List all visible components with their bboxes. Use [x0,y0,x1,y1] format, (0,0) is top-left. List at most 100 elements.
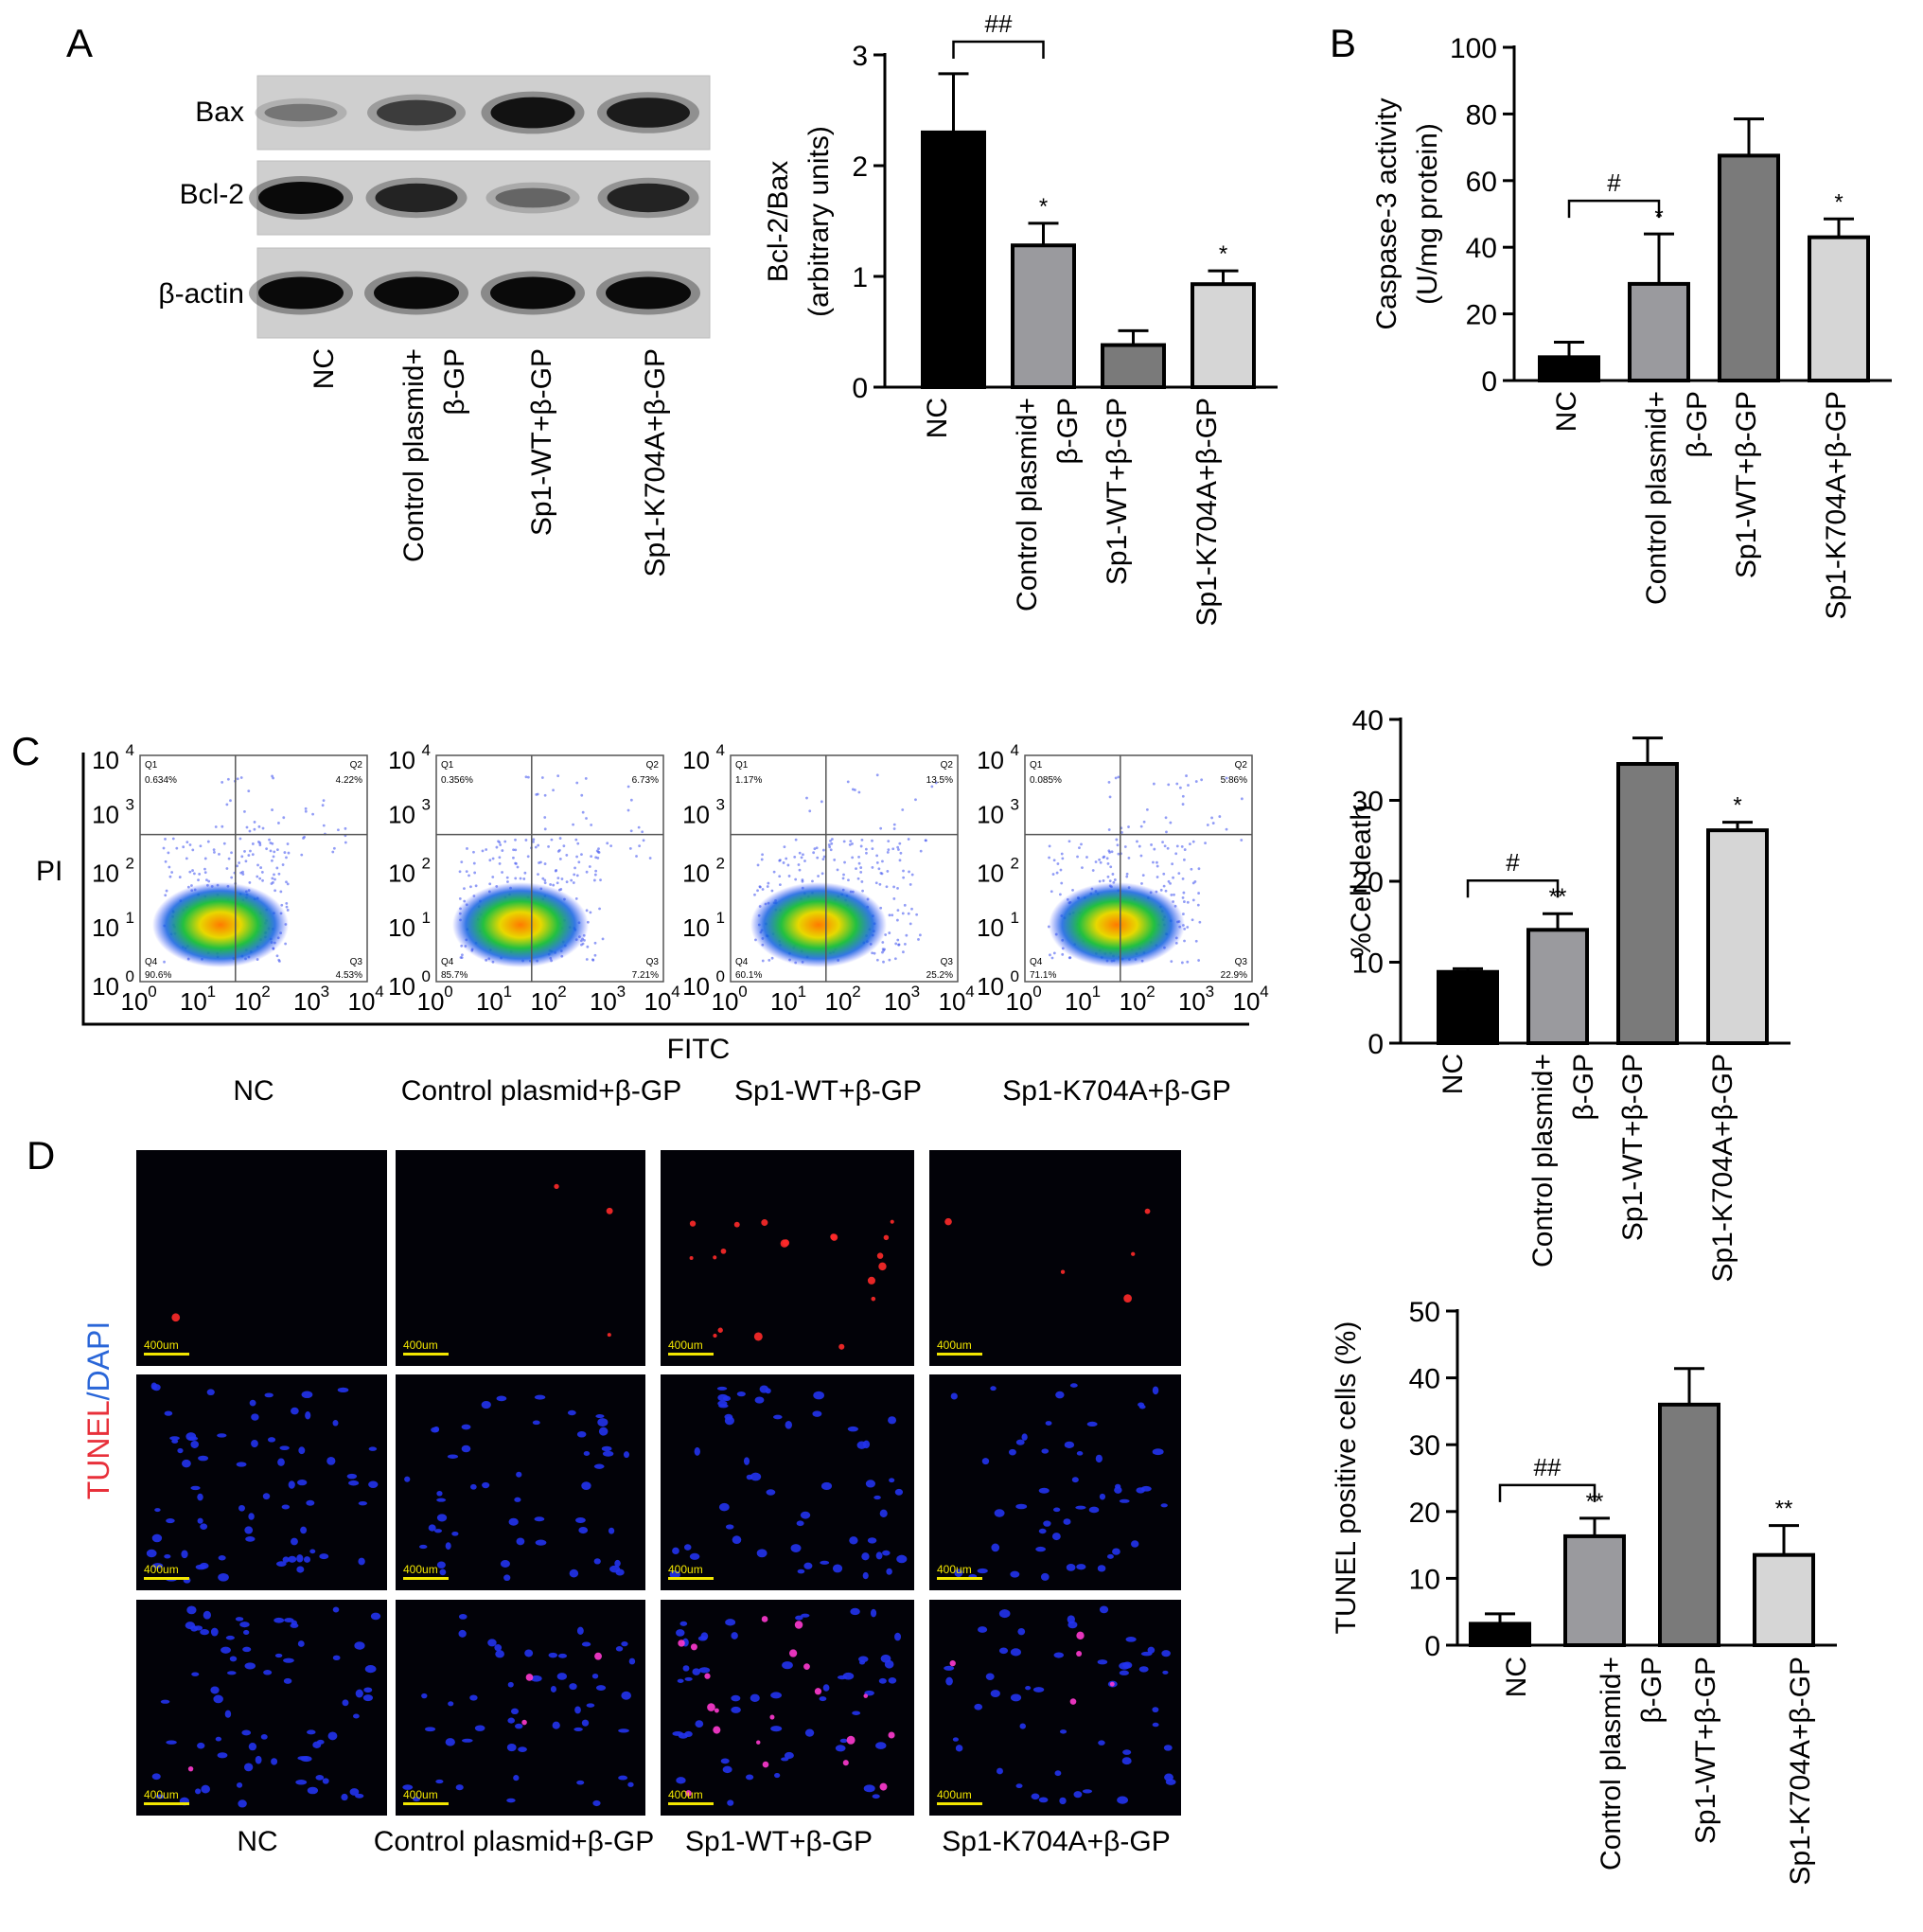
flow-event-dot [286,909,290,912]
flow-x-tick-exponent: 4 [1260,983,1268,1001]
wb-lane-label-k704a: Sp1-K704A+β-GP [640,348,671,577]
bracket-label: # [1607,168,1621,197]
dapi-nucleus [1032,1687,1045,1693]
dapi-nucleus [1138,1404,1146,1409]
dapi-nucleus [243,1629,250,1636]
flow-event-dot [572,823,574,826]
y-tick-label: 100 [1450,33,1497,64]
dapi-nucleus [225,1635,235,1640]
flow-event-dot [199,844,203,848]
flow-event-dot [1193,879,1197,883]
dapi-nucleus [508,1517,519,1526]
dapi-nucleus [593,1463,605,1469]
flow-event-dot [1138,844,1141,848]
dapi-nucleus [602,1450,614,1457]
flow-y-tick-exponent: 2 [126,855,134,873]
flow-event-dot [1127,825,1130,828]
flow-event-dot [265,847,269,851]
flow-event-dot [881,941,885,944]
band [374,276,459,310]
flow-event-dot [877,867,881,871]
dapi-nucleus [870,1608,877,1618]
dapi-nucleus [199,1562,209,1569]
tunel-positive-nucleus [689,1220,697,1227]
dapi-nucleus [618,1728,629,1733]
micrograph-panel [929,1374,1181,1590]
flow-event-dot [779,859,782,862]
dapi-nucleus [615,1646,624,1652]
flow-event-dot [1186,960,1190,964]
flow-event-dot [1225,827,1228,831]
flow-event-dot [902,876,906,879]
flow-event-dot [1186,926,1190,929]
dapi-nucleus [998,1647,1009,1655]
flow-event-dot [275,848,279,851]
dapi-nucleus [677,1678,684,1683]
flow-event-dot [239,871,243,875]
dapi-nucleus [275,1561,287,1567]
dapi-nucleus [595,1685,607,1691]
flow-event-dot [1051,873,1055,876]
flow-event-dot [896,886,899,890]
dapi-nucleus [507,1717,515,1724]
flow-event-dot [580,793,584,797]
dapi-nucleus [1119,1670,1129,1675]
flow-event-dot [240,855,244,859]
flow-event-dot [886,870,890,873]
flow-event-dot [588,865,591,868]
flow-event-dot [1183,900,1186,903]
dapi-nucleus [556,1673,568,1680]
dapi-nucleus [1055,1391,1065,1399]
dapi-nucleus [503,1574,511,1582]
dapi-nucleus [495,1650,504,1658]
y-tick-label: 40 [1352,705,1384,736]
flow-event-dot [821,848,825,852]
bar [1437,969,1499,1046]
dapi-nucleus [1031,1793,1040,1800]
dapi-nucleus [990,1690,1000,1698]
flow-event-dot [168,865,171,869]
flow-event-dot [892,897,896,900]
flow-event-dot [594,856,598,860]
tunel-positive-nucleus [949,1659,956,1667]
flow-event-dot [1156,876,1159,878]
scale-bar [937,1353,982,1356]
dapi-nucleus [583,1451,591,1457]
dapi-nucleus [689,1552,700,1560]
flow-event-dot [282,816,286,820]
flow-event-dot [1225,776,1228,780]
flow-event-dot [575,855,578,859]
dapi-nucleus [288,1555,297,1563]
scale-bar-label: 400um [668,1788,703,1801]
flow-x-tick-label: 10 [121,987,149,1016]
tunel-positive-nucleus [780,1239,789,1248]
flow-group-label-nc: NC [233,1075,273,1107]
flow-event-dot [1211,822,1215,824]
flow-event-dot [864,847,868,851]
dapi-nucleus [260,1734,268,1740]
x-tick-label-line2: β-GP [1568,1054,1599,1121]
flow-event-dot [879,826,883,830]
x-tick-label: NC [1438,1054,1469,1094]
dapi-nucleus [197,1517,203,1524]
dapi-nucleus [348,1480,360,1486]
dapi-nucleus [236,1782,243,1788]
flow-event-dot [1210,816,1213,820]
flow-event-dot [798,851,802,855]
dapi-nucleus [1008,1448,1016,1456]
flow-event-dot [273,889,277,893]
flow-event-dot [474,884,478,888]
flow-event-dot [1107,828,1111,831]
flow-event-dot [283,851,287,854]
band [606,276,691,310]
flow-x-tick-label: 10 [825,987,853,1016]
flow-event-dot [1189,842,1191,846]
dapi-nucleus [1098,1740,1105,1746]
flow-event-dot [182,845,185,849]
quadrant-name: Q1 [441,760,454,771]
flow-event-dot [865,851,868,855]
flow-event-dot [829,839,832,842]
flow-event-dot [830,838,834,841]
flow-event-dot [1178,786,1182,789]
